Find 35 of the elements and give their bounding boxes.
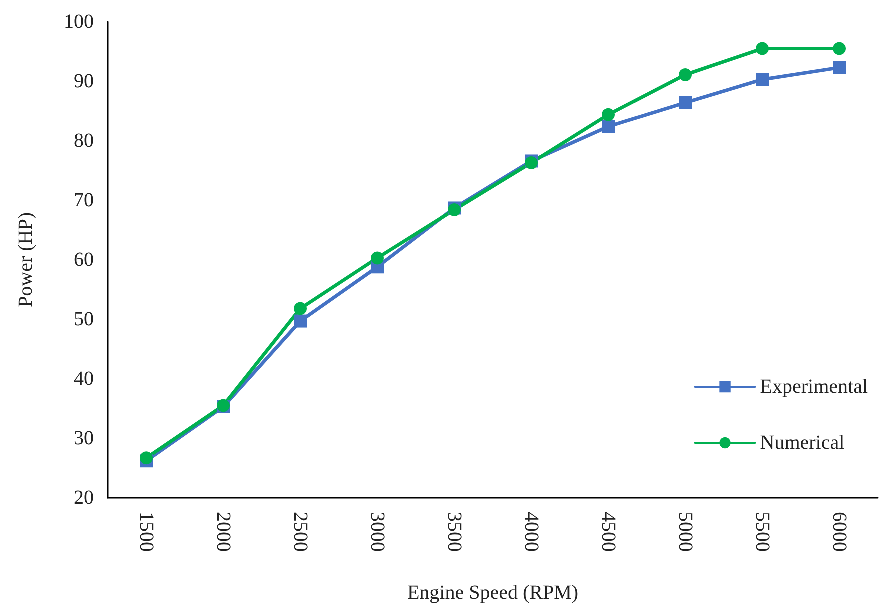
legend-label: Numerical [760, 432, 846, 454]
point [602, 120, 615, 134]
point [294, 302, 307, 316]
point [833, 42, 846, 56]
legend-label: Experimental [760, 376, 868, 398]
point [833, 61, 846, 74]
x-tick-label: 5000 [674, 512, 696, 552]
y-tick-label: 100 [64, 11, 94, 33]
y-tick-label: 30 [74, 428, 94, 450]
x-tick-label: 2500 [290, 512, 312, 552]
point [756, 73, 769, 86]
point [602, 108, 615, 122]
point [294, 314, 307, 328]
x-tick-label: 2000 [212, 512, 234, 552]
x-tick-label: 5500 [752, 512, 774, 552]
y-tick-label: 80 [74, 130, 94, 152]
y-tick-label: 50 [74, 308, 94, 330]
y-tick-label: 90 [74, 70, 94, 92]
y-tick-label: 40 [74, 368, 94, 390]
x-tick-label: 4500 [598, 512, 620, 552]
point [679, 96, 692, 110]
x-tick-label: 4000 [520, 512, 542, 552]
point [679, 68, 692, 82]
y-axis-title: Power (HP) [15, 212, 37, 308]
x-tick-label: 3500 [444, 512, 466, 552]
point [756, 42, 769, 56]
x-tick-label: 6000 [828, 512, 850, 552]
y-tick-label: 60 [74, 249, 94, 271]
y-tick-label: 70 [74, 190, 94, 212]
y-tick-label: 20 [74, 487, 94, 509]
point [140, 452, 153, 465]
x-axis-title: Engine Speed (RPM) [407, 582, 579, 604]
point [371, 252, 384, 265]
x-tick-label: 3000 [366, 512, 388, 552]
x-tick-label: 1500 [136, 512, 158, 552]
